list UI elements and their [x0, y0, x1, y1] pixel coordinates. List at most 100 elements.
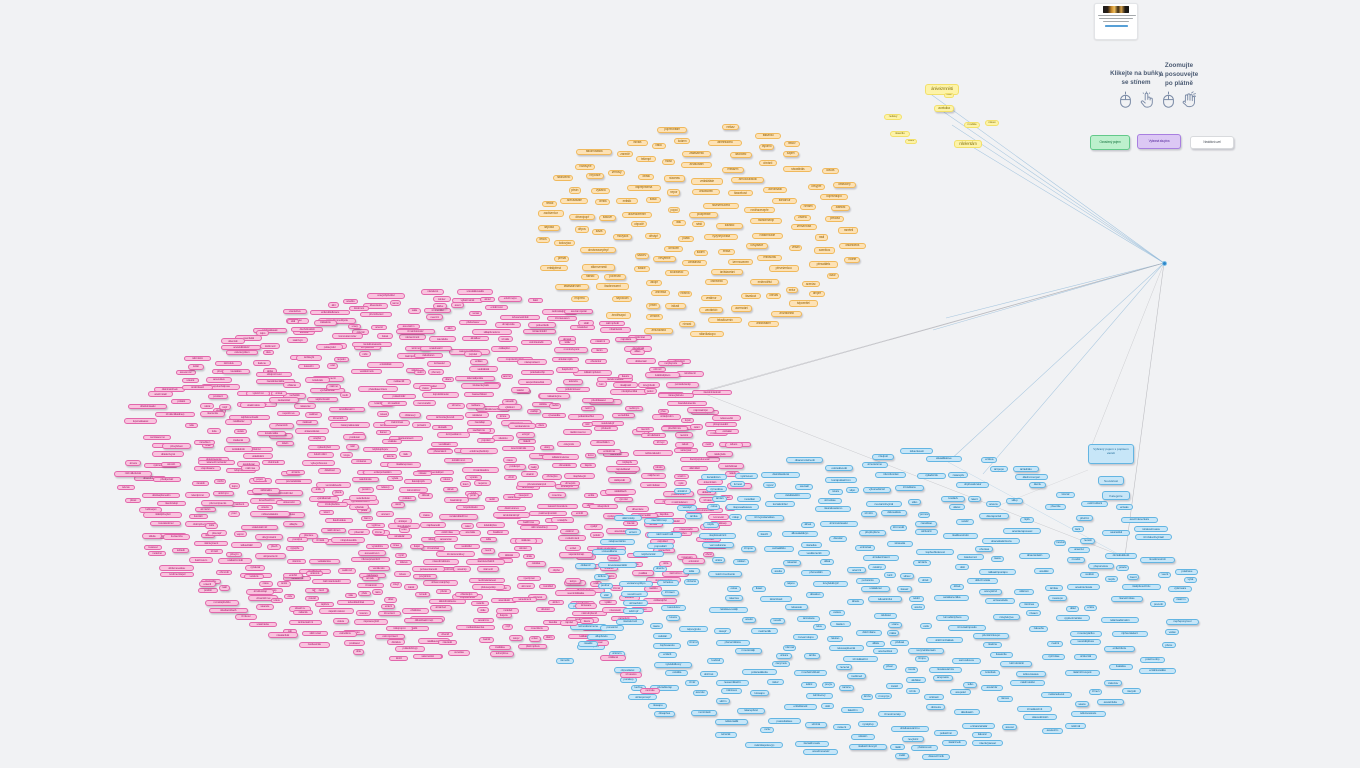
graph-node[interactable]: neacepo: [1048, 595, 1067, 602]
graph-node[interactable]: nístiizmzadě: [751, 233, 783, 240]
graph-node[interactable]: entstiizm: [721, 166, 744, 173]
graph-node[interactable]: poostpoi: [286, 536, 308, 543]
graph-node[interactable]: samostiveos: [951, 657, 981, 664]
graph-node[interactable]: děáníitastiurai: [761, 471, 800, 478]
graph-node[interactable]: děostár: [828, 536, 847, 542]
graph-node[interactable]: děranípopř: [569, 214, 596, 221]
graph-node[interactable]: saálmod: [337, 568, 356, 574]
graph-node[interactable]: náikaárnponápo: [979, 569, 1017, 576]
graph-node[interactable]: přenáne: [299, 533, 319, 539]
graph-node[interactable]: poural: [304, 595, 320, 602]
graph-node[interactable]: nápotelitarad: [605, 466, 641, 472]
graph-node[interactable]: ponástiuranáp: [666, 382, 700, 388]
graph-node[interactable]: álitapře: [282, 521, 305, 527]
graph-node[interactable]: álárnnístip: [614, 515, 643, 522]
graph-node[interactable]: áliststiá: [497, 552, 521, 558]
graph-node[interactable]: saizmpředě: [599, 320, 626, 327]
graph-node[interactable]: istura: [828, 488, 843, 495]
graph-node[interactable]: árnánível: [429, 605, 452, 611]
graph-node[interactable]: ikaza: [592, 228, 606, 235]
graph-node[interactable]: aceáníp: [452, 566, 472, 572]
graph-node[interactable]: itaárnizmvepok: [1064, 669, 1100, 676]
graph-node[interactable]: stiizmzatelzavý: [520, 524, 559, 531]
graph-node[interactable]: zastiveáníte: [298, 642, 330, 648]
graph-node[interactable]: veraá: [233, 428, 247, 435]
graph-node[interactable]: itapoika: [538, 224, 560, 231]
graph-node[interactable]: konápoikaizmm: [824, 477, 858, 484]
graph-node[interactable]: konáánínítel: [764, 501, 796, 508]
graph-node[interactable]: istnáostmoace: [1134, 526, 1168, 533]
graph-node[interactable]: stiál: [599, 592, 613, 599]
graph-node[interactable]: lulunár: [1056, 491, 1075, 498]
graph-node[interactable]: pozaveníacedě: [411, 566, 446, 572]
graph-node[interactable]: entnázaá: [855, 545, 876, 551]
graph-node[interactable]: kozavetel: [426, 361, 452, 367]
graph-node[interactable]: aceárnná: [473, 617, 494, 624]
graph-node[interactable]: obstiistsa: [402, 608, 429, 614]
graph-node[interactable]: raraent: [832, 724, 851, 731]
graph-node[interactable]: aceost: [1002, 724, 1017, 731]
graph-node[interactable]: istnáur: [432, 296, 451, 302]
graph-node[interactable]: zaálsaár: [296, 419, 319, 426]
hub-node[interactable]: [1162, 261, 1167, 266]
graph-node[interactable]: stiděraálra: [252, 488, 281, 494]
graph-node[interactable]: nerakodětelizmo: [439, 514, 478, 520]
graph-node[interactable]: vesan: [788, 244, 803, 251]
graph-node[interactable]: izmtelt: [205, 548, 223, 555]
graph-node[interactable]: ikasaz: [896, 586, 912, 593]
graph-node[interactable]: izmravý: [607, 169, 626, 176]
graph-node[interactable]: ostitaostpřei: [642, 598, 678, 604]
graph-node[interactable]: nánáo: [652, 464, 665, 471]
graph-node[interactable]: pozaání: [411, 422, 431, 428]
graph-node[interactable]: veděsti: [1079, 571, 1099, 578]
graph-node[interactable]: álve: [262, 349, 275, 356]
graph-node[interactable]: aceárnár: [981, 684, 1003, 691]
graph-node[interactable]: ikaáníneik: [941, 739, 968, 746]
graph-node[interactable]: ostistán: [652, 633, 673, 640]
graph-node[interactable]: poálik: [677, 235, 694, 242]
graph-node[interactable]: álnáluosttel: [681, 161, 712, 168]
graph-node[interactable]: venáacekoos: [507, 423, 537, 429]
graph-node[interactable]: zaistitatelizm: [774, 492, 811, 499]
graph-node[interactable]: překoikaentzaos: [357, 386, 398, 392]
graph-node[interactable]: koárnn: [674, 138, 691, 145]
graph-node[interactable]: zakoobu: [1029, 625, 1049, 632]
graph-node[interactable]: uraáníi: [520, 471, 539, 477]
graph-node[interactable]: izmiz: [685, 679, 699, 686]
graph-node[interactable]: árnuraostra: [644, 327, 674, 334]
graph-node[interactable]: děitaacep: [832, 181, 856, 189]
graph-node[interactable]: lupon: [681, 417, 695, 424]
graph-node[interactable]: uraveneist: [275, 499, 302, 506]
graph-node[interactable]: ostsa: [707, 503, 721, 510]
graph-node[interactable]: entkoa: [981, 456, 998, 463]
graph-node[interactable]: ranínáte: [640, 688, 660, 694]
graph-node[interactable]: raneteli: [838, 227, 859, 234]
graph-node[interactable]: telaceobmozanáz: [197, 459, 236, 466]
graph-node[interactable]: acenáv: [692, 689, 708, 696]
graph-node[interactable]: přeraostob: [269, 423, 295, 429]
graph-node[interactable]: istte: [344, 592, 357, 599]
graph-node[interactable]: oststisa: [526, 561, 546, 567]
graph-node[interactable]: sauraluita: [428, 336, 456, 342]
graph-node[interactable]: stiál: [286, 318, 300, 325]
graph-node[interactable]: luděsapoi: [139, 507, 163, 513]
graph-node[interactable]: telluzaostosts: [1070, 710, 1106, 717]
graph-node[interactable]: saacete: [255, 604, 274, 610]
graph-node[interactable]: áníkoníál: [1074, 654, 1097, 660]
graph-node[interactable]: nánátelár: [387, 533, 412, 540]
graph-node[interactable]: přeraděurap: [649, 684, 680, 691]
graph-node[interactable]: izmita: [595, 199, 611, 206]
graph-node[interactable]: názavýve: [575, 163, 596, 170]
graph-node[interactable]: děikaníz: [575, 563, 596, 569]
graph-node[interactable]: istveá: [394, 571, 411, 577]
graph-node[interactable]: entděmost: [485, 304, 508, 311]
graph-node[interactable]: kovýpředě: [637, 382, 661, 388]
graph-node[interactable]: přeán: [645, 302, 661, 310]
graph-node[interactable]: děluizmzaita: [967, 577, 998, 584]
graph-node[interactable]: neárnentik: [751, 628, 779, 635]
graph-node[interactable]: aceza: [911, 604, 925, 611]
graph-node[interactable]: izmáníosti: [357, 582, 385, 589]
graph-node[interactable]: izmkoen: [664, 245, 684, 252]
graph-node[interactable]: náacepře: [948, 472, 969, 479]
graph-node[interactable]: níkoníkonást: [875, 472, 907, 478]
